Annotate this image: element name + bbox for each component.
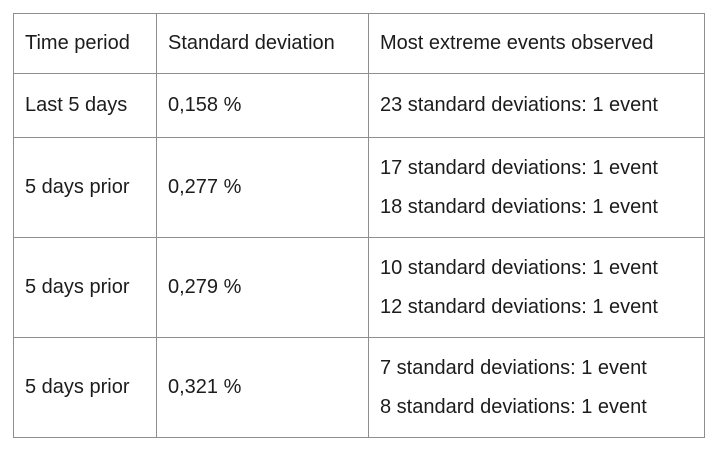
cell-time-period: 5 days prior <box>13 237 157 338</box>
event-line: 23 standard deviations: 1 event <box>380 94 658 116</box>
cell-time-period: Last 5 days <box>13 73 157 138</box>
table-row: 5 days prior 0,321 % 7 standard deviatio… <box>13 337 705 438</box>
header-time-period: Time period <box>13 13 157 74</box>
cell-standard-deviation: 0,321 % <box>156 337 369 438</box>
table-row: 5 days prior 0,277 % 17 standard deviati… <box>13 137 705 238</box>
cell-standard-deviation: 0,277 % <box>156 137 369 238</box>
event-line: 10 standard deviations: 1 event <box>380 256 658 279</box>
cell-standard-deviation: 0,158 % <box>156 73 369 138</box>
table-row: 5 days prior 0,279 % 10 standard deviati… <box>13 237 705 338</box>
header-extreme-events: Most extreme events observed <box>368 13 705 74</box>
event-line: 17 standard deviations: 1 event <box>380 156 658 179</box>
event-line: 12 standard deviations: 1 event <box>380 295 658 318</box>
volatility-table: Time period Standard deviation Most extr… <box>13 13 705 438</box>
event-line: 8 standard deviations: 1 event <box>380 395 647 418</box>
cell-extreme-events: 23 standard deviations: 1 event <box>368 73 705 138</box>
cell-extreme-events: 17 standard deviations: 1 event 18 stand… <box>368 137 705 238</box>
event-line: 7 standard deviations: 1 event <box>380 356 647 379</box>
cell-standard-deviation: 0,279 % <box>156 237 369 338</box>
cell-time-period: 5 days prior <box>13 337 157 438</box>
event-line: 18 standard deviations: 1 event <box>380 195 658 218</box>
data-table-container: Time period Standard deviation Most extr… <box>13 13 705 438</box>
table-header-row: Time period Standard deviation Most extr… <box>13 13 705 74</box>
cell-extreme-events: 10 standard deviations: 1 event 12 stand… <box>368 237 705 338</box>
cell-time-period: 5 days prior <box>13 137 157 238</box>
header-standard-deviation: Standard deviation <box>156 13 369 74</box>
table-row: Last 5 days 0,158 % 23 standard deviatio… <box>13 73 705 138</box>
cell-extreme-events: 7 standard deviations: 1 event 8 standar… <box>368 337 705 438</box>
